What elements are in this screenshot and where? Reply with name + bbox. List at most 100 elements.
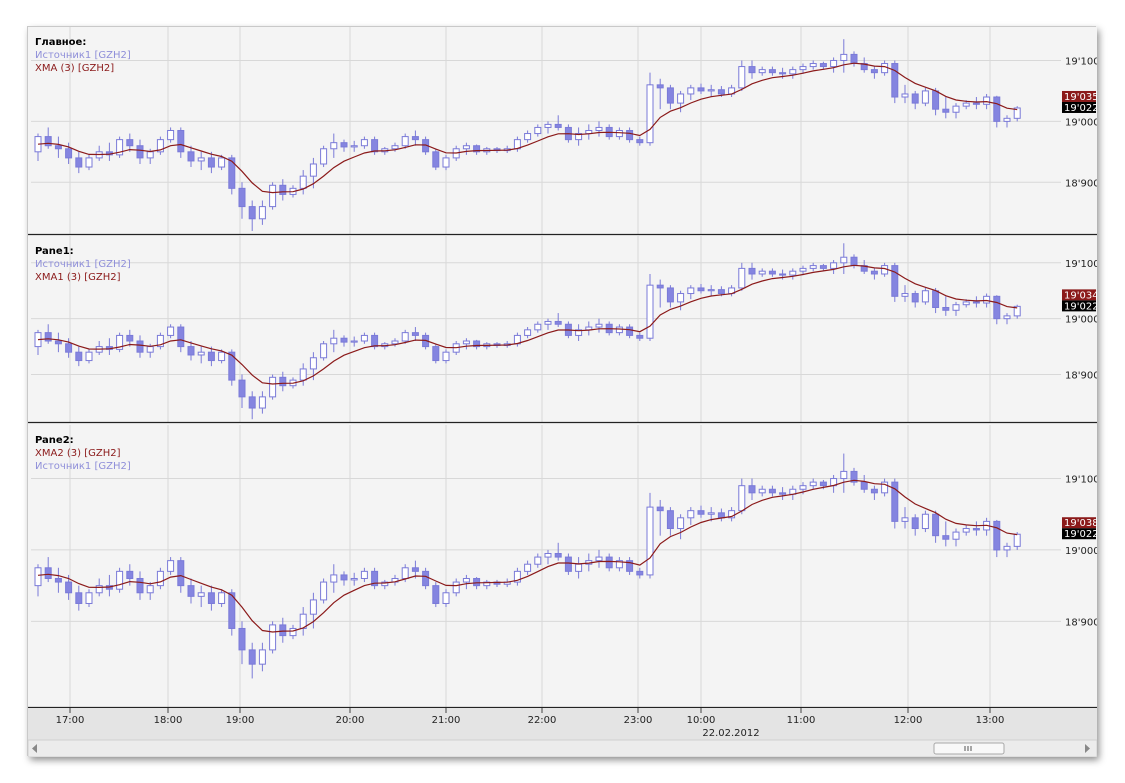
candle [687,87,695,95]
candle [1003,545,1011,551]
candle [758,488,766,494]
candle [34,567,42,587]
candle [717,512,725,519]
candle [932,290,940,308]
scrollbar-track[interactable] [28,739,1097,757]
candle [177,326,185,348]
candle [656,84,664,89]
x-tick-label: 22:00 [528,715,557,726]
price-axis-bg [1061,27,1097,707]
pane-1: 19'100 19'000 18'900 Pane1: Источник1 [GZH2]… [28,236,1097,424]
candle [432,151,440,168]
pane-0: 19'100 19'000 18'900 Главное: Источник1 [GZH… [28,27,1097,236]
candle [156,334,164,348]
y-tick-label: 19'000 [1065,546,1097,557]
candle [595,556,603,562]
candle [187,151,195,162]
candle [248,649,256,665]
candle [442,592,450,604]
candle [870,270,878,275]
candle [636,139,644,144]
candle [921,513,929,530]
candle [381,581,389,587]
candle [717,289,725,295]
candle [850,470,858,483]
y-tick-label: 19'000 [1065,315,1097,326]
y-tick-label: 19'000 [1065,117,1097,128]
candle [809,63,817,68]
pane-title: Главное: [35,37,86,48]
candle [320,343,328,359]
candle [656,284,664,289]
candle [44,332,52,342]
scrollbar[interactable] [28,739,1097,757]
candle [911,93,919,104]
x-tick-label: 19:00 [226,715,255,726]
candle [167,560,175,572]
xma-line [37,62,1018,194]
last-price-label: 19'022 [1064,529,1097,540]
scroll-thumb[interactable] [933,742,1005,755]
scroll-right-arrow-icon[interactable] [1085,744,1090,753]
candle [85,351,93,362]
x-tick-label: 23:00 [624,715,653,726]
candle [371,139,379,153]
candle [401,136,409,147]
candle [707,89,715,92]
candle [258,206,266,220]
candle [54,145,62,150]
candle [779,492,787,495]
candle [799,66,807,71]
xma-value-label: 19'034 [1064,290,1097,301]
candle [187,585,195,597]
scroll-left-arrow-icon[interactable] [31,744,37,753]
candle [524,133,532,141]
candle [636,334,644,339]
candle [972,102,980,105]
candle [238,187,246,208]
candle [697,510,705,515]
candle [677,93,685,104]
candle [575,133,583,141]
time-axis: 17:00 18:00 19:00 20:00 21:00 22:00 23:00 10:00… [28,708,1097,740]
candle [279,184,287,195]
candle [799,267,807,272]
time-axis-bg [28,708,1097,740]
candle [962,301,970,306]
legend-entry: Источник1 [GZH2] [35,259,131,270]
legend-entry: XMA1 (3) [GZH2] [35,272,121,283]
candle [330,337,338,345]
candle [65,343,73,353]
candle [748,485,756,494]
candle [666,510,674,530]
candle [146,346,154,353]
candle [972,528,980,531]
candle [881,63,889,74]
candle [126,570,134,579]
candle [371,334,379,348]
candle [870,69,878,74]
x-tick-label: 21:00 [432,715,461,726]
candle [860,481,868,490]
candle [758,69,766,74]
candle [830,262,838,269]
candle [452,581,460,594]
candle [350,577,358,581]
candle [870,488,878,494]
candle [615,326,623,334]
x-tick-label: 10:00 [687,715,716,726]
candle [993,520,1001,551]
candle [65,148,73,159]
candle [636,570,644,576]
candle [289,627,297,637]
candle [54,340,62,345]
candle [258,396,266,409]
candle [738,267,746,289]
candle [197,351,205,356]
candle [462,145,470,150]
candle [809,481,817,487]
candle [819,63,827,68]
candle [228,592,236,629]
candle [258,649,266,665]
candle [432,346,440,362]
